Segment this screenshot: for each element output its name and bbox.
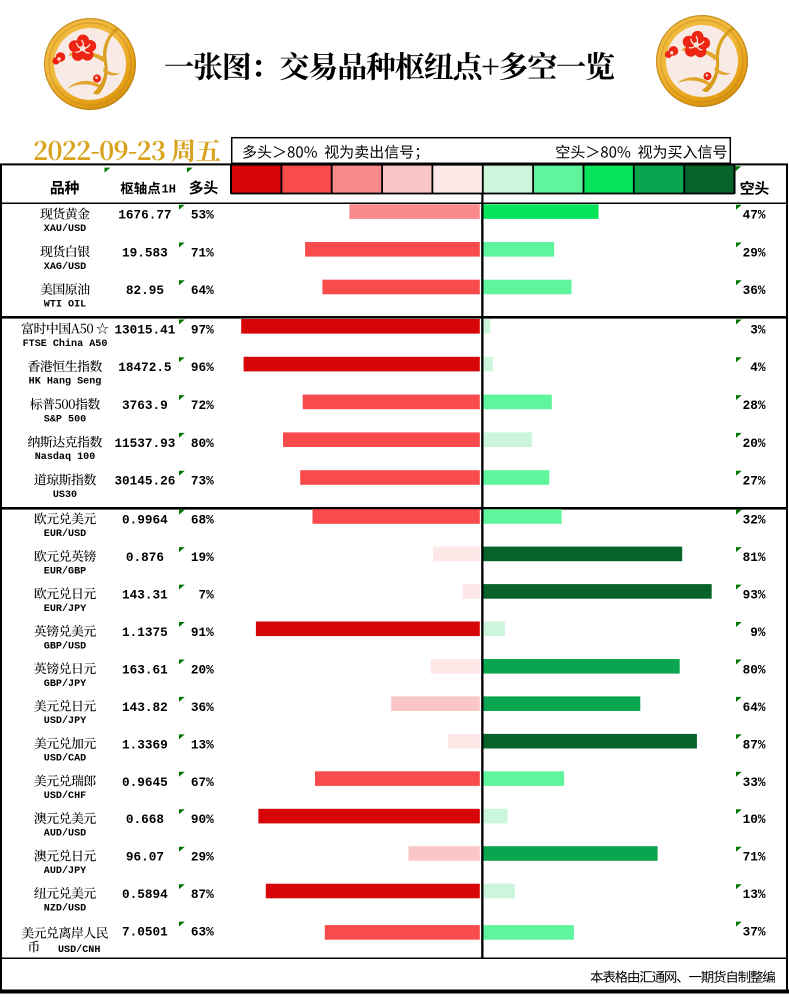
svg-text:EUR/GBP: EUR/GBP — [44, 566, 86, 578]
svg-text:36%: 36% — [743, 283, 766, 298]
svg-text:AUD/JPY: AUD/JPY — [44, 865, 87, 877]
svg-text:US30: US30 — [53, 490, 77, 501]
svg-text:3763.9: 3763.9 — [122, 398, 168, 413]
svg-text:AUD/USD: AUD/USD — [44, 828, 86, 840]
svg-text:USD/CAD: USD/CAD — [44, 753, 86, 765]
svg-text:Nasdaq 100: Nasdaq 100 — [35, 451, 96, 463]
svg-text:XAG/USD: XAG/USD — [44, 261, 86, 273]
svg-text:80%: 80% — [191, 436, 214, 451]
svg-text:143.31: 143.31 — [122, 588, 168, 603]
svg-text:90%: 90% — [191, 812, 214, 827]
svg-text:0.9964: 0.9964 — [122, 513, 168, 528]
svg-text:USD/CHF: USD/CHF — [44, 790, 86, 802]
svg-text:0.668: 0.668 — [126, 812, 164, 827]
svg-text:WTI OIL: WTI OIL — [44, 300, 86, 311]
svg-text:163.61: 163.61 — [122, 662, 168, 677]
svg-text:20%: 20% — [191, 662, 214, 677]
svg-text:64%: 64% — [743, 700, 766, 715]
svg-text:91%: 91% — [191, 625, 214, 640]
svg-text:32%: 32% — [743, 513, 766, 528]
svg-text:USD/CNH: USD/CNH — [58, 944, 100, 956]
svg-text:S&P 500: S&P 500 — [44, 414, 86, 425]
svg-text:1.1375: 1.1375 — [122, 625, 168, 640]
svg-text:81%: 81% — [743, 550, 766, 565]
svg-text:93%: 93% — [743, 588, 766, 603]
svg-text:64%: 64% — [191, 283, 214, 298]
svg-text:80%: 80% — [743, 662, 766, 677]
svg-text:HK Hang Seng: HK Hang Seng — [29, 377, 102, 388]
svg-text:13015.41: 13015.41 — [114, 322, 175, 337]
svg-text:9%: 9% — [750, 625, 766, 640]
svg-text:28%: 28% — [743, 398, 766, 413]
svg-text:0.9645: 0.9645 — [122, 775, 168, 790]
svg-text:29%: 29% — [743, 245, 766, 260]
svg-text:143.82: 143.82 — [122, 700, 168, 715]
svg-text:47%: 47% — [743, 208, 766, 223]
svg-text:30145.26: 30145.26 — [114, 474, 175, 489]
svg-text:1676.77: 1676.77 — [118, 208, 171, 223]
svg-text:87%: 87% — [743, 737, 766, 752]
svg-text:37%: 37% — [743, 925, 766, 940]
svg-text:7%: 7% — [198, 588, 214, 603]
svg-text:4%: 4% — [750, 360, 766, 375]
svg-text:71%: 71% — [191, 245, 214, 260]
svg-text:19%: 19% — [191, 550, 214, 565]
svg-text:73%: 73% — [191, 474, 214, 489]
svg-text:63%: 63% — [191, 925, 214, 940]
svg-text:EUR/USD: EUR/USD — [44, 528, 86, 540]
svg-text:XAU/USD: XAU/USD — [44, 223, 86, 235]
svg-text:71%: 71% — [743, 850, 766, 865]
svg-text:0.5894: 0.5894 — [122, 887, 168, 902]
svg-text:1.3369: 1.3369 — [122, 737, 168, 752]
svg-text:20%: 20% — [743, 436, 766, 451]
svg-text:GBP/USD: GBP/USD — [44, 640, 86, 652]
svg-text:53%: 53% — [191, 208, 214, 223]
svg-text:0.876: 0.876 — [126, 550, 164, 565]
svg-text:36%: 36% — [191, 700, 214, 715]
svg-text:29%: 29% — [191, 850, 214, 865]
svg-text:10%: 10% — [743, 812, 766, 827]
svg-text:FTSE China A50: FTSE China A50 — [23, 338, 108, 350]
svg-text:96.07: 96.07 — [126, 850, 164, 865]
svg-text:13%: 13% — [191, 737, 214, 752]
svg-text:19.583: 19.583 — [122, 245, 168, 260]
svg-text:68%: 68% — [191, 513, 214, 528]
svg-text:27%: 27% — [743, 474, 766, 489]
svg-text:3%: 3% — [750, 322, 766, 337]
svg-text:18472.5: 18472.5 — [118, 360, 171, 375]
svg-text:82.95: 82.95 — [126, 283, 164, 298]
svg-text:87%: 87% — [191, 887, 214, 902]
svg-text:96%: 96% — [191, 360, 214, 375]
svg-text:USD/JPY: USD/JPY — [44, 715, 87, 727]
svg-text:7.0501: 7.0501 — [122, 925, 168, 940]
svg-text:11537.93: 11537.93 — [114, 436, 175, 451]
svg-text:EUR/JPY: EUR/JPY — [44, 603, 87, 615]
svg-text:67%: 67% — [191, 775, 214, 790]
svg-text:1H: 1H — [162, 182, 176, 196]
svg-text:72%: 72% — [191, 398, 214, 413]
svg-text:13%: 13% — [743, 887, 766, 902]
svg-text:NZD/USD: NZD/USD — [44, 903, 86, 915]
svg-text:97%: 97% — [191, 322, 214, 337]
svg-text:33%: 33% — [743, 775, 766, 790]
svg-text:GBP/JPY: GBP/JPY — [44, 678, 87, 690]
